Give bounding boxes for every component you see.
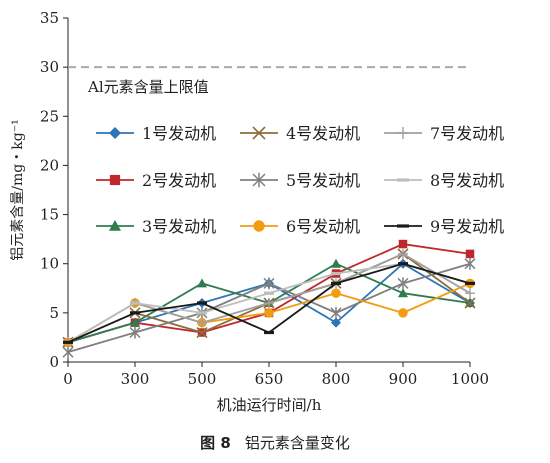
series-9 [63, 262, 475, 344]
y-tick-label: 10 [40, 255, 59, 273]
star-marker [330, 306, 342, 319]
legend-item: 3号发动机 [96, 217, 216, 236]
dash-marker [397, 178, 409, 182]
dash-marker [63, 340, 73, 344]
aluminium-content-chart: 0 5 10 15 20 25 30 35 0 300 500 650 800 900 1000 Al元素含… [10, 9, 504, 414]
diamond-marker [109, 127, 121, 139]
triangle-marker [331, 258, 341, 268]
y-tick-label: 15 [40, 206, 59, 224]
legend-label: 6号发动机 [286, 217, 360, 236]
series-group [62, 239, 476, 359]
limit-line-label: Al元素含量上限值 [87, 78, 209, 96]
x-tick-label: 500 [188, 370, 217, 388]
y-tick-label: 0 [49, 353, 59, 371]
y-tick-label: 25 [40, 107, 59, 125]
dash-marker [331, 281, 341, 285]
legend-label: 4号发动机 [286, 124, 360, 143]
triangle-marker [130, 317, 140, 327]
legend-item: 9号发动机 [384, 217, 504, 236]
figure-caption: 图 8 铝元素含量变化 [0, 432, 550, 453]
circle-marker [264, 308, 274, 318]
dash-marker [197, 311, 207, 315]
x-marker [464, 297, 476, 309]
x-tick-label: 900 [389, 370, 418, 388]
dash-marker [465, 281, 475, 285]
y-tick-label: 30 [40, 58, 59, 76]
legend-item: 8号发动机 [384, 171, 504, 190]
dash-marker [197, 301, 207, 305]
y-axis-label: 铝元素含量/mg・kg⁻¹ [10, 119, 26, 260]
x-marker [196, 326, 208, 339]
plus-marker [398, 248, 408, 259]
legend: 1号发动机 2号发动机 3号发动机 4号发动机 5号发动机 6号发动机 7号发动机 8号发动机… [96, 124, 504, 236]
legend-label: 2号发动机 [142, 171, 216, 190]
dash-marker [398, 262, 408, 266]
dash-marker [397, 224, 409, 228]
legend-item: 2号发动机 [96, 171, 216, 190]
y-tick-label: 20 [40, 156, 59, 174]
legend-label: 3号发动机 [142, 217, 216, 236]
series-6 [63, 278, 475, 348]
x-tick-label: 800 [322, 370, 351, 388]
x-tick-label: 650 [255, 370, 284, 388]
axes: 0 5 10 15 20 25 30 35 0 300 500 650 800 900 1000 [40, 9, 489, 388]
legend-label: 8号发动机 [430, 171, 504, 190]
x-tick-label: 0 [63, 370, 73, 388]
dash-marker [264, 291, 274, 295]
legend-item: 1号发动机 [96, 124, 216, 143]
plus-marker [397, 127, 409, 139]
x-tick-label: 300 [121, 370, 150, 388]
y-tick-label: 5 [49, 304, 59, 322]
legend-item: 5号发动机 [240, 171, 360, 190]
star-marker [252, 172, 266, 188]
legend-label: 9号发动机 [430, 217, 504, 236]
circle-marker [398, 308, 408, 318]
limit-line-group: Al元素含量上限值 [68, 66, 470, 96]
plus-marker [465, 288, 475, 299]
dash-marker [331, 271, 341, 276]
square-marker [109, 174, 121, 186]
circle-marker [331, 288, 341, 298]
legend-label: 1号发动机 [142, 124, 216, 143]
dash-marker [130, 301, 140, 305]
star-marker [464, 257, 476, 270]
square-marker [398, 239, 408, 249]
legend-item: 6号发动机 [240, 217, 360, 236]
star-marker [62, 346, 74, 359]
circle-marker [253, 220, 265, 232]
triangle-marker [398, 288, 408, 298]
legend-item: 7号发动机 [384, 124, 504, 143]
plus-marker [197, 317, 207, 328]
legend-label: 5号发动机 [286, 171, 360, 190]
star-marker [263, 277, 275, 290]
triangle-marker [197, 278, 207, 288]
legend-label: 7号发动机 [430, 124, 504, 143]
x-marker [252, 126, 266, 140]
dash-marker [264, 330, 274, 335]
y-tick-label: 35 [40, 9, 59, 27]
star-marker [129, 326, 141, 339]
plus-marker [264, 298, 274, 309]
star-marker [397, 277, 409, 290]
x-tick-label: 1000 [451, 370, 489, 388]
legend-item: 4号发动机 [240, 124, 360, 143]
figure-number: 图 8 [200, 434, 231, 452]
figure-title: 铝元素含量变化 [244, 434, 350, 452]
triangle-marker [109, 220, 121, 231]
diamond-marker [331, 317, 341, 328]
x-axis-label: 机油运行时间/h [217, 396, 322, 414]
square-marker [465, 249, 475, 259]
series-5 [62, 257, 476, 359]
dash-marker [130, 311, 140, 315]
